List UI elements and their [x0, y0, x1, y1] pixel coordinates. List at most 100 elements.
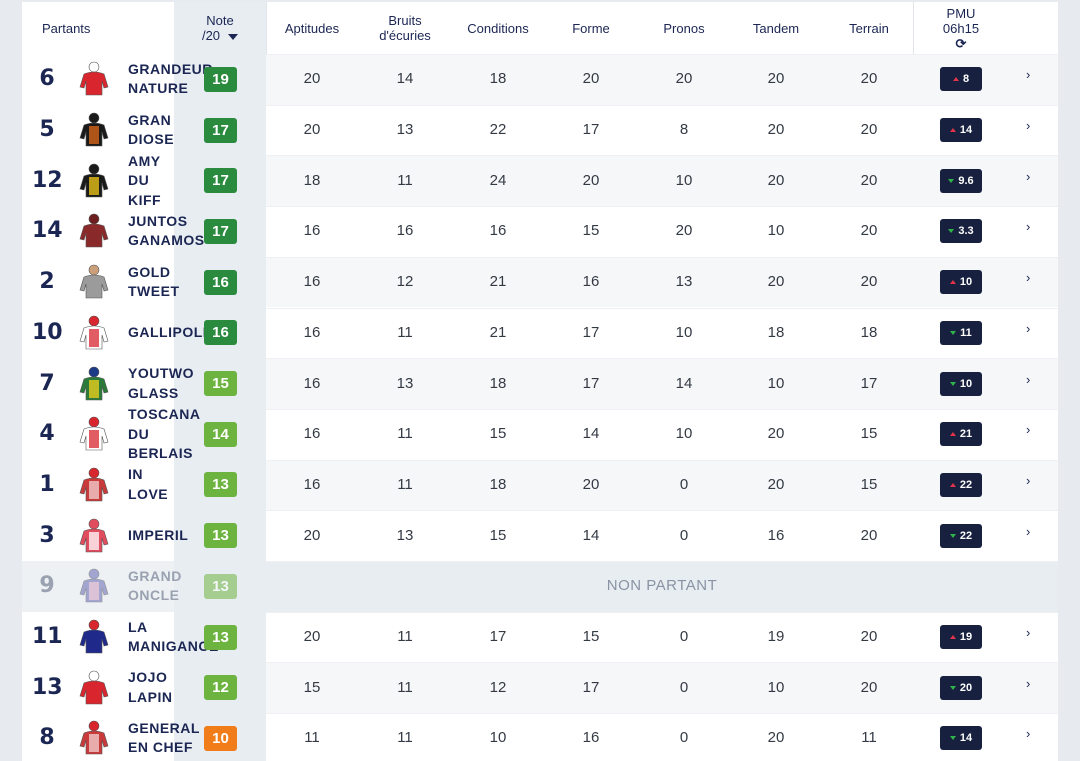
horse-number: 10 [32, 319, 63, 345]
pmu-odds-badge: 9.6 [940, 168, 982, 193]
pmu-odds-value: 14 [959, 732, 973, 745]
cell-conditions: 22 [489, 121, 507, 139]
note-badge: 16 [204, 269, 237, 295]
cell-bruits: 11 [397, 475, 413, 493]
horse-name[interactable]: GRANDEUR NATURE [128, 60, 213, 97]
cell-bruits: 13 [396, 526, 414, 544]
cell-terrain: 15 [860, 425, 878, 443]
table-row[interactable]: 7 YOUTWO GLASS 15 16 13 18 17 14 10 17 10 › [22, 358, 1058, 409]
chevron-right-icon[interactable]: › [1026, 118, 1031, 134]
table-row[interactable]: 1 IN LOVE 13 16 11 18 20 0 20 15 22 › [22, 459, 1058, 511]
row-data-background [266, 408, 1058, 460]
chevron-right-icon[interactable]: › [1026, 523, 1031, 539]
horse-name[interactable]: GENERAL EN CHEF [128, 719, 200, 756]
horse-name[interactable]: JUNTOS GANAMOS [128, 212, 205, 249]
cell-forme: 17 [582, 374, 600, 392]
chevron-right-icon[interactable]: › [1026, 472, 1031, 488]
header-aptitudes[interactable]: Aptitudes [284, 20, 340, 36]
header-pronos[interactable]: Pronos [663, 20, 705, 36]
table-row[interactable]: 3 IMPERIL 13 20 13 15 14 0 16 20 22 › [22, 510, 1058, 561]
cell-forme: 20 [582, 171, 600, 189]
header-pmu[interactable]: PMU 06h15 ⟳ [915, 2, 1007, 54]
cell-bruits: 11 [397, 425, 413, 443]
header-terrain[interactable]: Terrain [849, 20, 889, 36]
partants-table: Partants Note /20 Aptitudes Bruits d'écur… [22, 2, 1058, 761]
chevron-right-icon[interactable]: › [1026, 422, 1031, 438]
cell-conditions: 18 [489, 475, 507, 493]
row-data-background [266, 713, 1058, 761]
cell-conditions: 21 [489, 273, 507, 291]
table-row[interactable]: 10 GALLIPOLI 16 16 11 21 17 10 18 18 11 › [22, 307, 1058, 359]
table-row[interactable]: 5 GRAN DIOSE 17 20 13 22 17 8 20 20 14 › [22, 104, 1058, 156]
note-badge: 19 [204, 66, 237, 92]
row-data-background [266, 155, 1058, 207]
table-row[interactable]: 13 JOJO LAPIN 12 15 11 12 17 0 10 20 20 › [22, 662, 1058, 714]
trend-down-icon [949, 736, 956, 741]
horse-name[interactable]: IN LOVE [128, 466, 169, 502]
non-partant-label: NON PARTANT [606, 577, 718, 595]
cell-pronos: 10 [675, 425, 693, 443]
cell-terrain: 20 [860, 526, 878, 544]
chevron-right-icon[interactable]: › [1026, 320, 1031, 336]
table-row[interactable]: 4 TOSCANA DU BERLAIS 14 16 11 15 14 10 20 15 21 › [22, 406, 1058, 461]
header-divider [913, 2, 914, 54]
cell-pronos: 0 [679, 678, 689, 696]
horse-name[interactable]: YOUTWO GLASS [128, 365, 194, 401]
cell-tandem: 16 [767, 526, 785, 544]
horse-name[interactable]: AMY DU KIFF [128, 152, 162, 208]
chevron-right-icon[interactable]: › [1026, 168, 1031, 184]
header-partants[interactable]: Partants [42, 20, 91, 36]
chevron-right-icon[interactable]: › [1026, 371, 1031, 387]
cell-conditions: 12 [489, 678, 507, 696]
cell-aptitudes: 16 [303, 222, 321, 240]
header-forme[interactable]: Forme [572, 20, 610, 36]
horse-name[interactable]: IMPERIL [128, 526, 189, 543]
table-row[interactable]: 14 JUNTOS GANAMOS 17 16 16 16 15 20 10 20 3.3 › [22, 206, 1058, 257]
row-data-background [266, 307, 1058, 359]
chevron-right-icon[interactable]: › [1026, 270, 1031, 286]
trend-up-icon [949, 280, 956, 285]
table-row[interactable]: 2 GOLD TWEET 16 16 12 21 16 13 20 20 10 › [22, 256, 1058, 308]
cell-conditions: 18 [489, 70, 507, 88]
jockey-silk-icon [78, 264, 110, 300]
cell-pronos: 20 [675, 70, 693, 88]
pmu-odds-value: 10 [959, 276, 973, 289]
chevron-right-icon[interactable]: › [1026, 726, 1031, 742]
header-conditions[interactable]: Conditions [467, 20, 529, 36]
header-bruits-line1: Bruits [388, 13, 422, 28]
chevron-right-icon[interactable]: › [1026, 219, 1031, 235]
cell-forme: 15 [582, 628, 600, 646]
chevron-right-icon[interactable]: › [1026, 67, 1031, 83]
trend-down-icon [949, 533, 956, 538]
cell-terrain: 11 [861, 729, 877, 747]
table-row[interactable]: 12 AMY DU KIFF 17 18 11 24 20 10 20 20 9.6 › [22, 153, 1058, 208]
header-tandem[interactable]: Tandem [752, 20, 800, 36]
horse-name[interactable]: TOSCANA DU BERLAIS [128, 406, 201, 461]
horse-name[interactable]: GOLD TWEET [128, 263, 180, 300]
table-row[interactable]: 6 GRANDEUR NATURE 19 20 14 18 20 20 20 20 8 › [22, 54, 1058, 105]
cell-forme: 17 [582, 121, 600, 139]
cell-conditions: 15 [489, 526, 507, 544]
header-note-scale: /20 [202, 28, 239, 43]
cell-aptitudes: 16 [303, 323, 321, 341]
refresh-icon[interactable]: ⟳ [955, 35, 967, 51]
chevron-right-icon[interactable]: › [1026, 675, 1031, 691]
horse-name[interactable]: LA MANIGANCE [128, 618, 219, 655]
trend-down-icon [948, 178, 955, 183]
horse-name[interactable]: GRAN DIOSE [128, 111, 175, 148]
header-note-sort[interactable]: Note /20 [174, 2, 266, 54]
horse-number: 9 [39, 573, 55, 599]
table-row[interactable]: 11 LA MANIGANCE 13 20 11 17 15 0 19 20 19 › [22, 611, 1058, 663]
horse-name[interactable]: GRAND ONCLE [128, 567, 182, 604]
pmu-odds-badge: 22 [940, 472, 982, 497]
cell-conditions: 16 [489, 222, 507, 240]
header-bruits[interactable]: Bruits d'écuries [359, 2, 451, 54]
table-row[interactable]: 9 GRAND ONCLE 13 NON PARTANT [22, 561, 1058, 612]
note-badge: 13 [204, 472, 237, 498]
horse-name[interactable]: GALLIPOLI [128, 324, 208, 341]
horse-name[interactable]: JOJO LAPIN [128, 669, 173, 705]
cell-bruits: 14 [396, 70, 414, 88]
table-row[interactable]: 8 GENERAL EN CHEF 10 11 11 10 16 0 20 11 14 › [22, 713, 1058, 761]
chevron-right-icon[interactable]: › [1026, 625, 1031, 641]
pmu-odds-badge: 10 [940, 270, 982, 295]
